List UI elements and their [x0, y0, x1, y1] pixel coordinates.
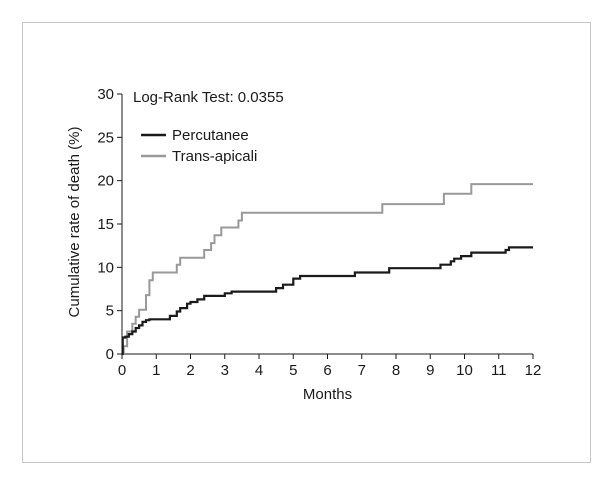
series-line-trans-apicali	[122, 183, 533, 355]
y-tick-label: 15	[97, 216, 114, 233]
x-axis-title: Months	[303, 386, 352, 403]
legend-label: Trans-apicali	[172, 148, 257, 165]
y-tick-label: 0	[106, 346, 114, 363]
y-axis-title: Cumulative rate of death (%)	[66, 127, 83, 318]
log-rank-annotation: Log-Rank Test: 0.0355	[133, 89, 284, 106]
series-line-percutanee	[121, 246, 533, 356]
x-tick-label: 2	[186, 362, 194, 379]
chart-frame: 0 5 10 15 20 25 30 0 1 2 3 4 5 6 7 8 9 10 11 12 Months Cumula…	[22, 22, 591, 463]
legend-label: Percutanee	[172, 127, 249, 144]
x-tick-label: 1	[152, 362, 160, 379]
y-tick-label: 5	[106, 303, 114, 320]
x-tick-label: 5	[289, 362, 297, 379]
x-tick-label: 4	[255, 362, 263, 379]
x-tick-label: 8	[392, 362, 400, 379]
y-tick-label: 20	[97, 173, 114, 190]
x-tick-label: 0	[118, 362, 126, 379]
x-tick-label: 10	[456, 362, 473, 379]
y-tick-label: 10	[97, 259, 114, 276]
x-tick-label: 11	[491, 362, 507, 379]
x-tick-label: 9	[426, 362, 434, 379]
x-tick-label: 12	[525, 362, 542, 379]
y-tick-label: 30	[97, 86, 114, 103]
y-tick-label: 25	[97, 129, 114, 146]
x-tick-label: 3	[221, 362, 229, 379]
x-tick-label: 7	[358, 362, 366, 379]
x-tick-label: 6	[323, 362, 331, 379]
